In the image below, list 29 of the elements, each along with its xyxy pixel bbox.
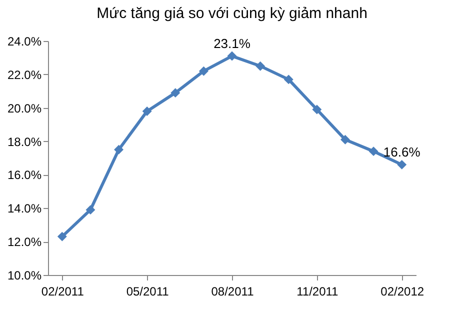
x-tick-label: 05/2011 — [126, 284, 170, 298]
y-tick-label: 14.0% — [7, 202, 42, 216]
point — [198, 66, 208, 76]
point — [397, 160, 407, 170]
point — [340, 134, 350, 144]
x-tick-label: 02/2012 — [380, 284, 424, 298]
y-tick-label: 20.0% — [7, 101, 42, 116]
x-tick-label: 08/2011 — [211, 284, 254, 298]
point — [170, 88, 180, 98]
data-label: 16.6% — [383, 144, 421, 160]
data-label: 23.1% — [214, 36, 251, 52]
y-tick-label: 24.0% — [7, 34, 42, 48]
y-tick-label: 12.0% — [7, 235, 42, 250]
y-tick-label: 16.0% — [7, 168, 42, 182]
point — [368, 146, 378, 156]
y-tick-label: 22.0% — [7, 68, 42, 82]
point — [284, 74, 294, 84]
chart-title: Mức tăng giá so với cùng kỳ giảm nhanh — [96, 5, 368, 22]
y-tick-label: 10.0% — [7, 268, 42, 282]
point — [142, 106, 152, 116]
point — [57, 232, 67, 242]
point — [114, 144, 124, 154]
point — [256, 61, 266, 71]
x-tick-label: 02/2011 — [41, 284, 84, 298]
x-tick-label: 11/2011 — [296, 284, 339, 298]
point — [227, 51, 237, 61]
point — [86, 205, 96, 215]
y-tick-label: 18.0% — [7, 134, 42, 149]
point — [312, 104, 322, 114]
